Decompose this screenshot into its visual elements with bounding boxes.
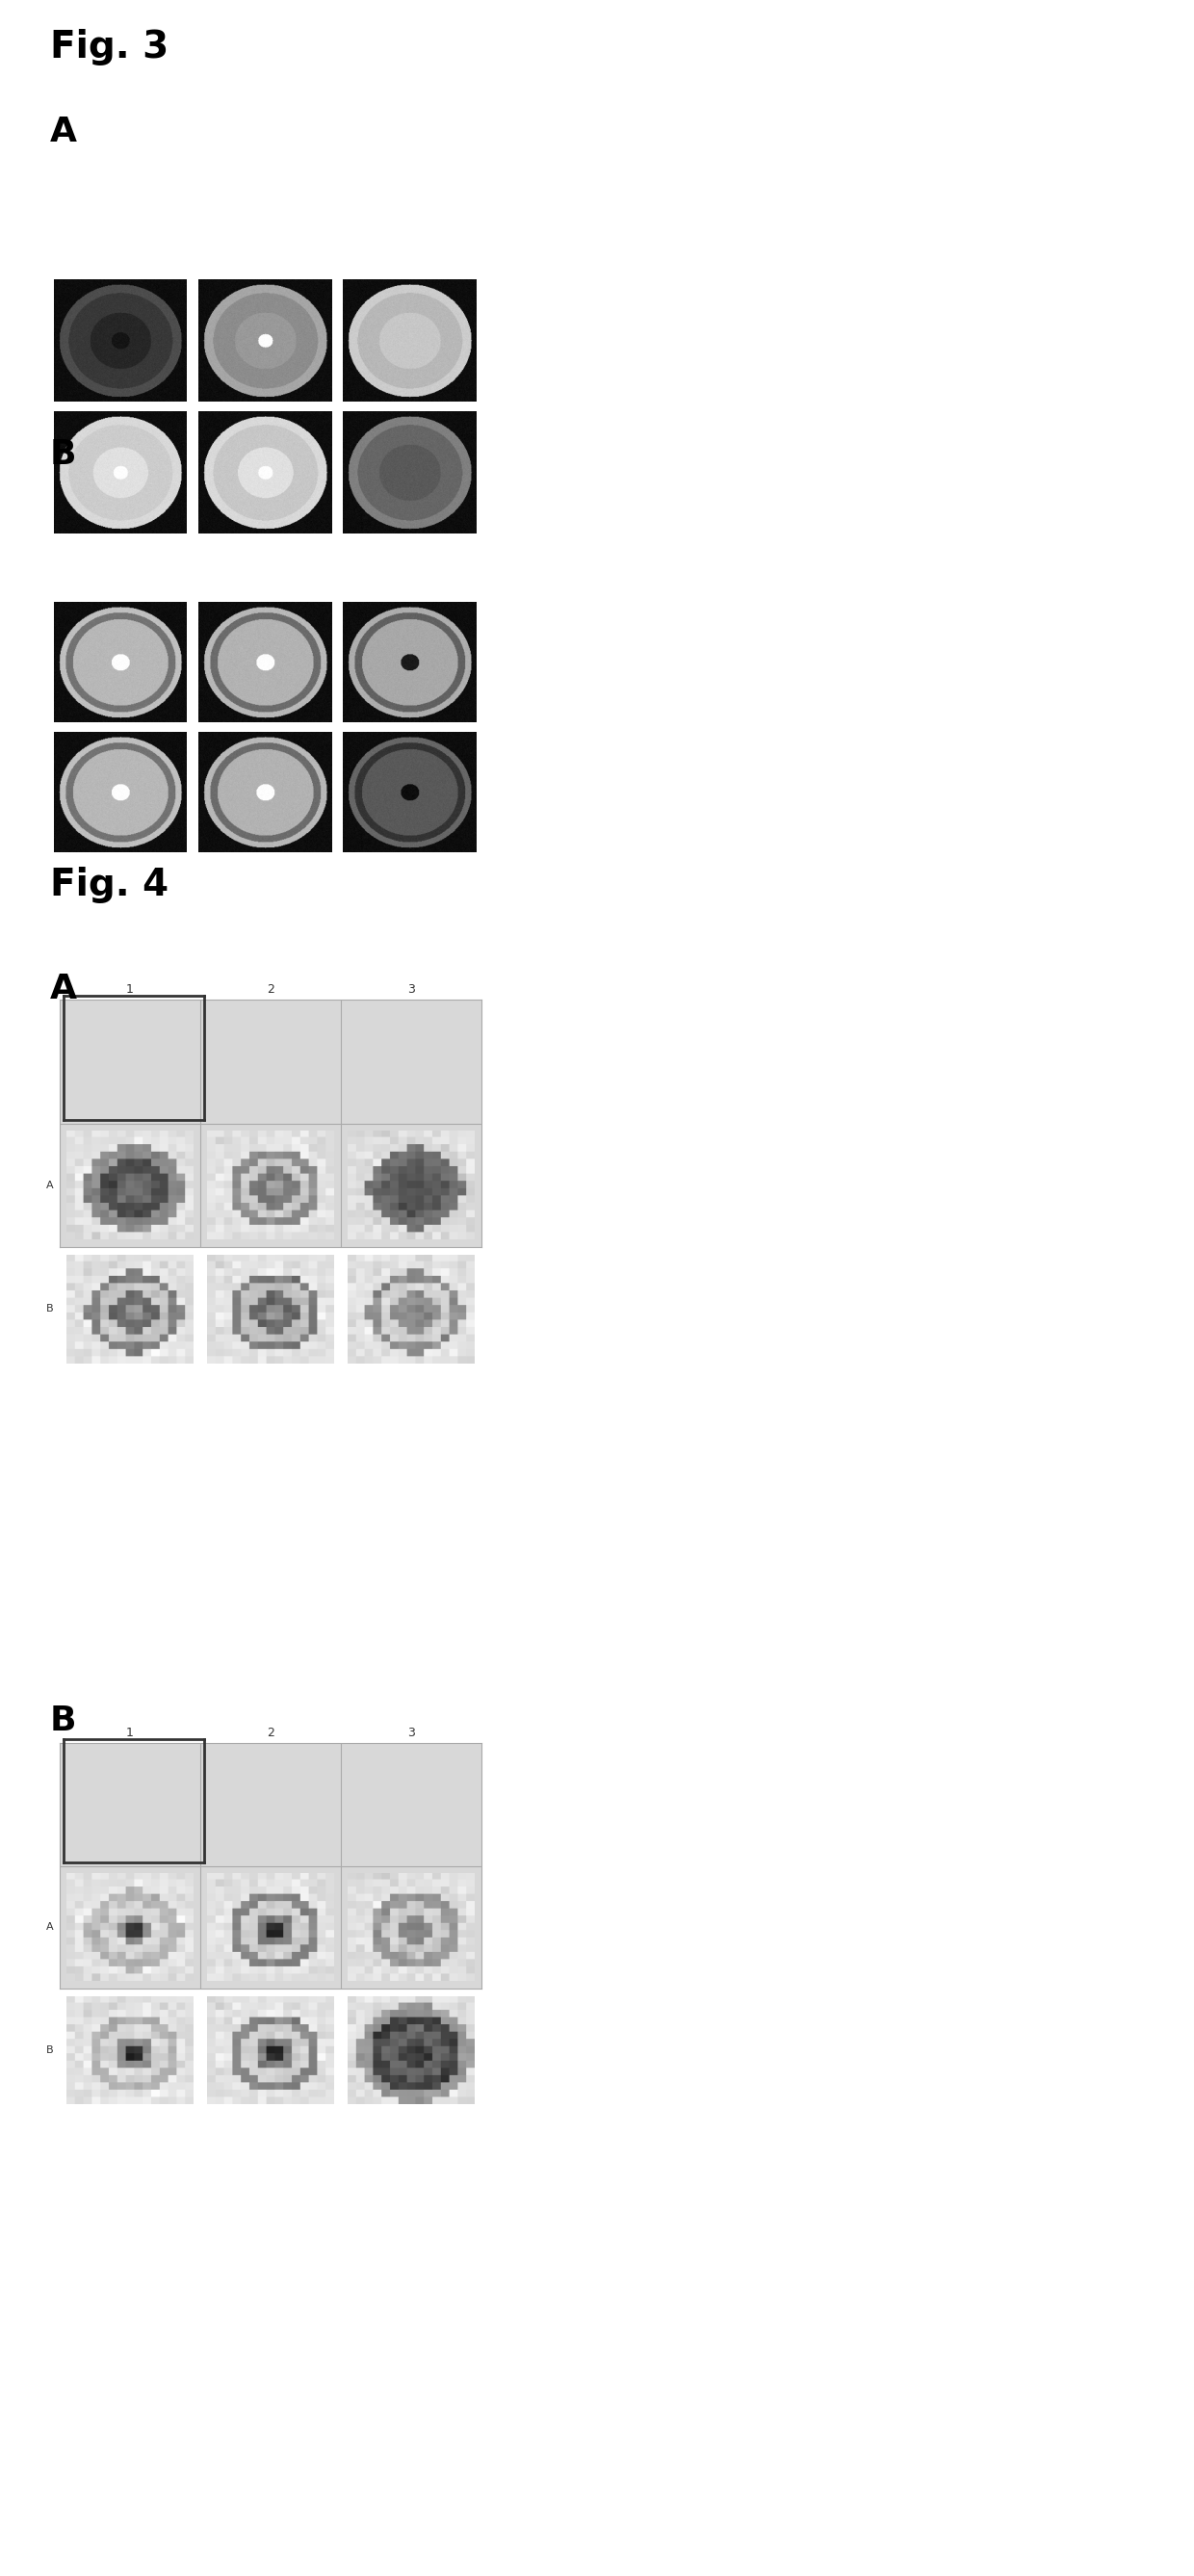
- Text: 1: 1: [127, 984, 134, 997]
- Text: Fig. 4: Fig. 4: [50, 866, 168, 904]
- Text: A: A: [50, 116, 78, 149]
- Text: Fig. 3: Fig. 3: [50, 28, 168, 64]
- Text: 3: 3: [407, 984, 416, 997]
- Text: 1: 1: [127, 1726, 134, 1739]
- Text: A: A: [47, 1180, 54, 1190]
- Text: B: B: [50, 1705, 76, 1736]
- Text: 2: 2: [266, 984, 275, 997]
- Text: B: B: [47, 1303, 54, 1314]
- Text: B: B: [50, 438, 76, 471]
- Text: A: A: [50, 974, 78, 1005]
- Text: A: A: [47, 1922, 54, 1932]
- Text: B: B: [47, 2045, 54, 2056]
- Text: 3: 3: [407, 1726, 416, 1739]
- Text: 2: 2: [266, 1726, 275, 1739]
